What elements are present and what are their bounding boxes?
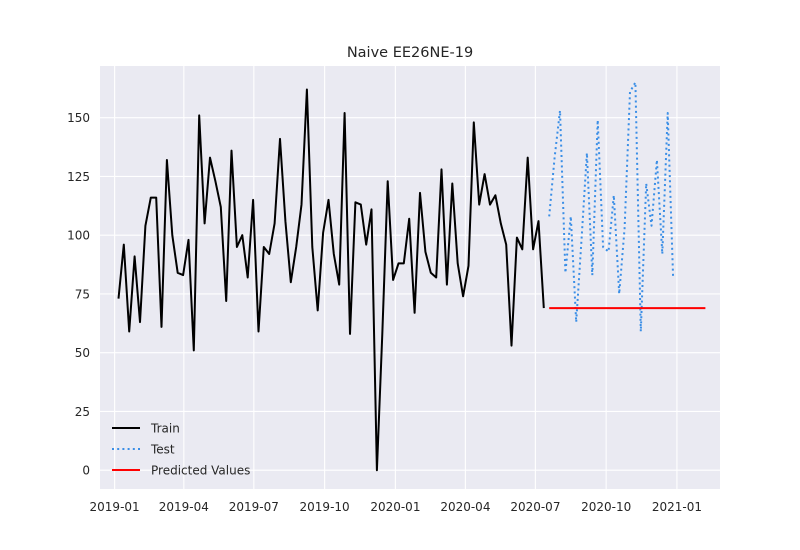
x-tick-label: 2019-04 xyxy=(159,500,209,514)
x-tick-label: 2020-10 xyxy=(581,500,631,514)
y-tick-label: 0 xyxy=(82,464,90,478)
y-tick-label: 50 xyxy=(75,346,90,360)
x-tick-label: 2020-07 xyxy=(510,500,560,514)
x-tick-label: 2019-07 xyxy=(229,500,279,514)
legend-label: Predicted Values xyxy=(151,464,250,478)
y-tick-label: 150 xyxy=(67,111,90,125)
x-tick-label: 2019-01 xyxy=(90,500,140,514)
x-tick-label: 2021-01 xyxy=(652,500,702,514)
y-tick-label: 125 xyxy=(67,170,90,184)
chart-title: Naive EE26NE-19 xyxy=(347,45,473,61)
series-line-test xyxy=(548,81,675,333)
y-axis-ticks: 0 25 50 75 100 125 150 xyxy=(67,111,90,478)
x-axis-ticks: 2019-01 2019-04 2019-07 2019-10 2020-01 2020-… xyxy=(90,500,702,514)
legend: Train Test Predicted Values xyxy=(112,422,250,478)
x-tick-label: 2020-01 xyxy=(370,500,420,514)
legend-label: Train xyxy=(150,422,180,436)
x-tick-label: 2020-04 xyxy=(440,500,490,514)
series-layer xyxy=(117,81,706,472)
plot-area xyxy=(100,66,720,489)
y-tick-label: 25 xyxy=(75,405,90,419)
x-tick-label: 2019-10 xyxy=(300,500,350,514)
y-tick-label: 100 xyxy=(67,229,90,243)
y-tick-label: 75 xyxy=(75,287,90,301)
legend-label: Test xyxy=(150,443,175,457)
series-line-train xyxy=(117,88,545,472)
